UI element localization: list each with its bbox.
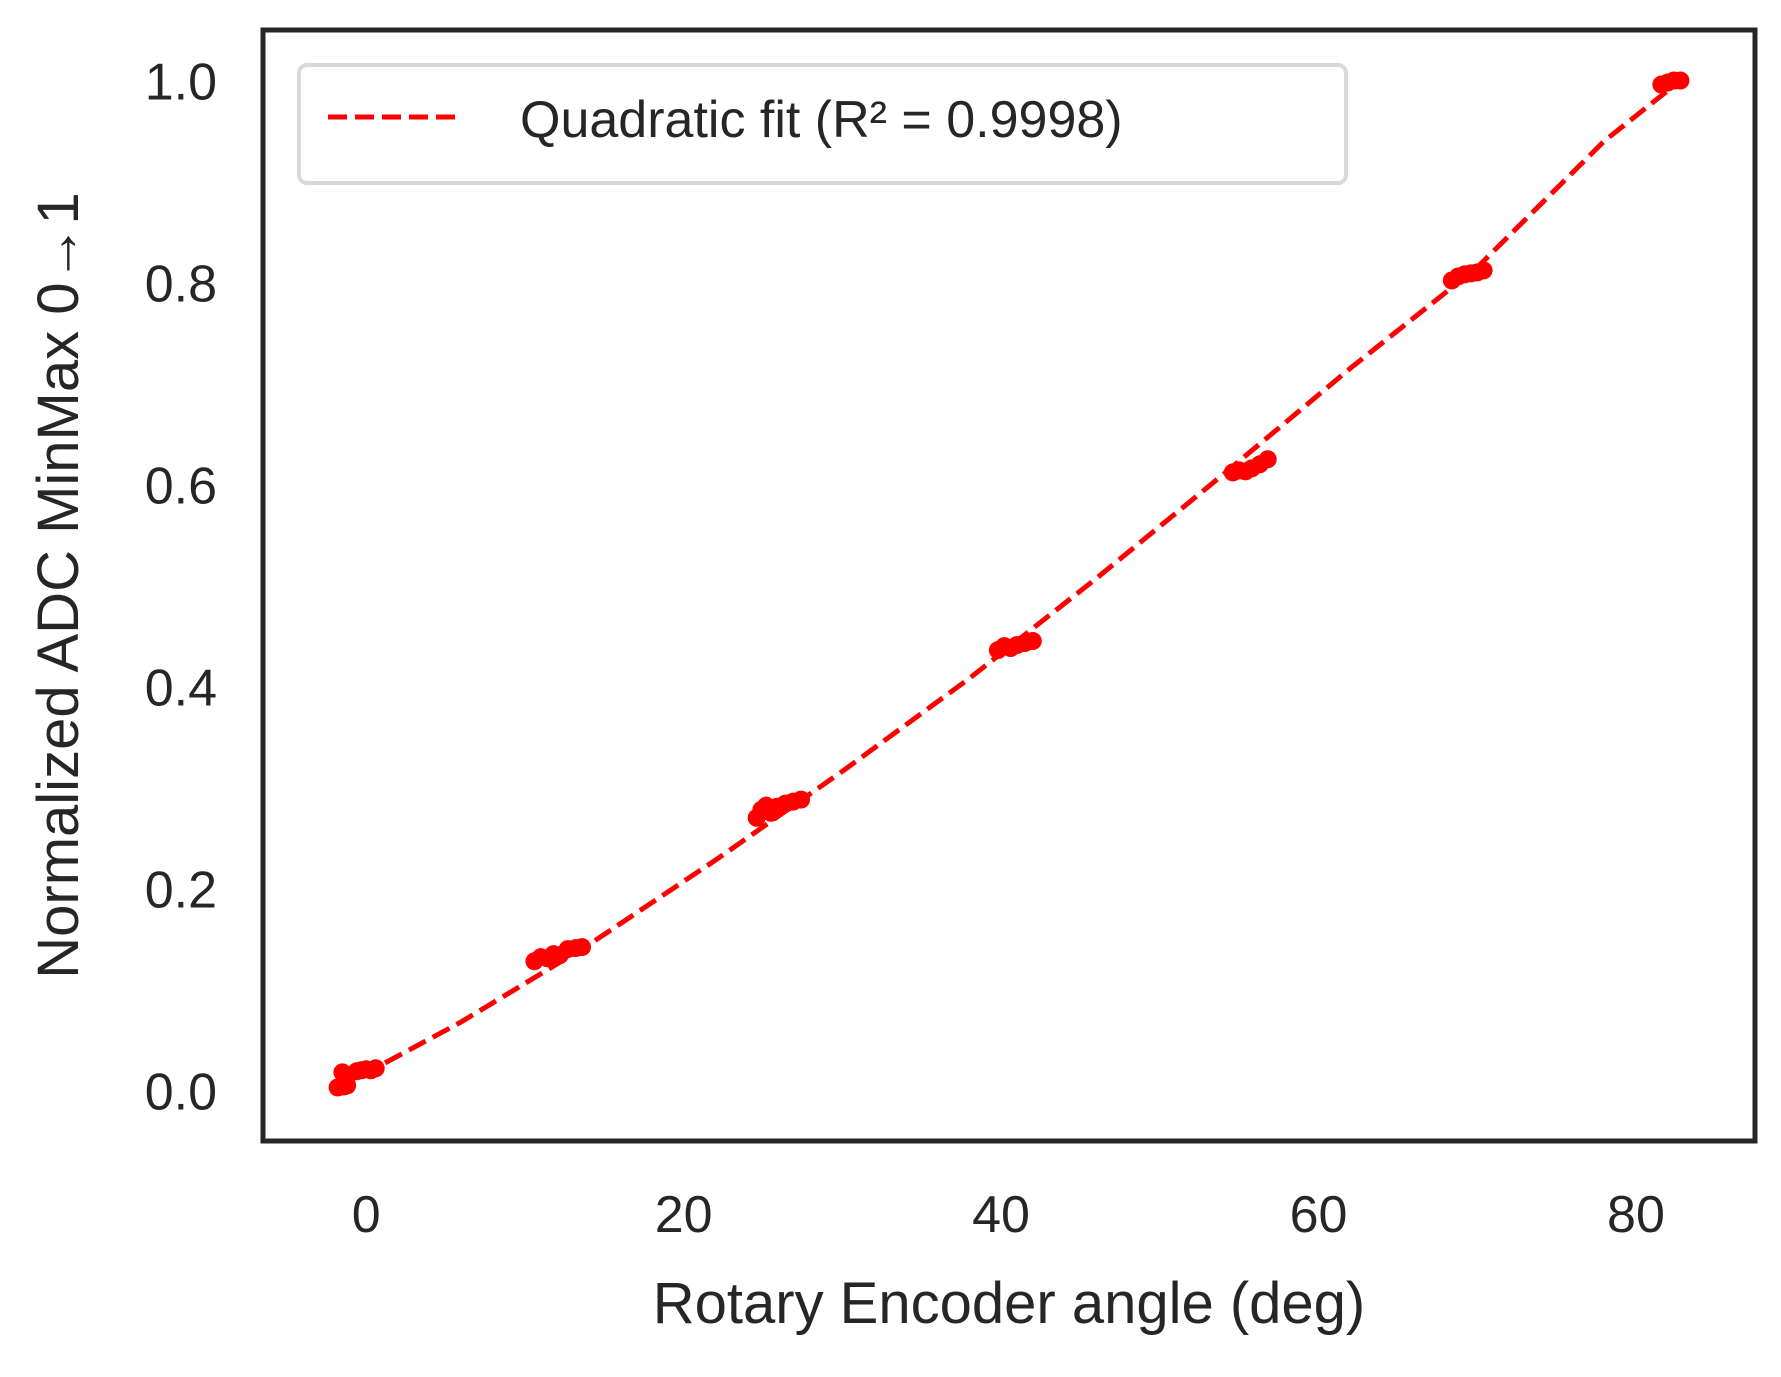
x-axis-ticks: 0 20 40 60 80 xyxy=(352,1186,1665,1244)
data-point xyxy=(333,1063,352,1082)
y-axis-label: Normalized ADC MinMax 0→1 xyxy=(26,192,91,978)
axes-frame xyxy=(260,27,1758,1144)
x-axis-label: Rotary Encoder angle (deg) xyxy=(653,1271,1366,1336)
y-tick-label: 0.4 xyxy=(145,660,217,718)
x-tick-label: 0 xyxy=(352,1186,381,1244)
y-tick-label: 1.0 xyxy=(145,54,217,112)
x-tick-label: 20 xyxy=(655,1186,713,1244)
y-tick-label: 0.8 xyxy=(145,256,217,314)
legend-entry-fit: Quadratic fit (R² = 0.9998) xyxy=(520,91,1123,149)
y-tick-label: 0.0 xyxy=(145,1064,217,1122)
legend-box xyxy=(297,63,1348,185)
data-point xyxy=(1023,632,1042,651)
fit-line-layer xyxy=(336,78,1682,1091)
x-tick-label: 80 xyxy=(1607,1186,1665,1244)
legend: Quadratic fit (R² = 0.9998) xyxy=(297,63,1348,185)
y-tick-label: 0.6 xyxy=(145,458,217,516)
y-tick-label: 0.2 xyxy=(145,862,217,920)
data-point xyxy=(1258,450,1277,469)
y-axis-ticks: 0.0 0.2 0.4 0.6 0.8 1.0 xyxy=(145,54,217,1122)
x-tick-label: 60 xyxy=(1290,1186,1348,1244)
x-tick-label: 40 xyxy=(972,1186,1030,1244)
fit-line xyxy=(336,78,1682,1091)
